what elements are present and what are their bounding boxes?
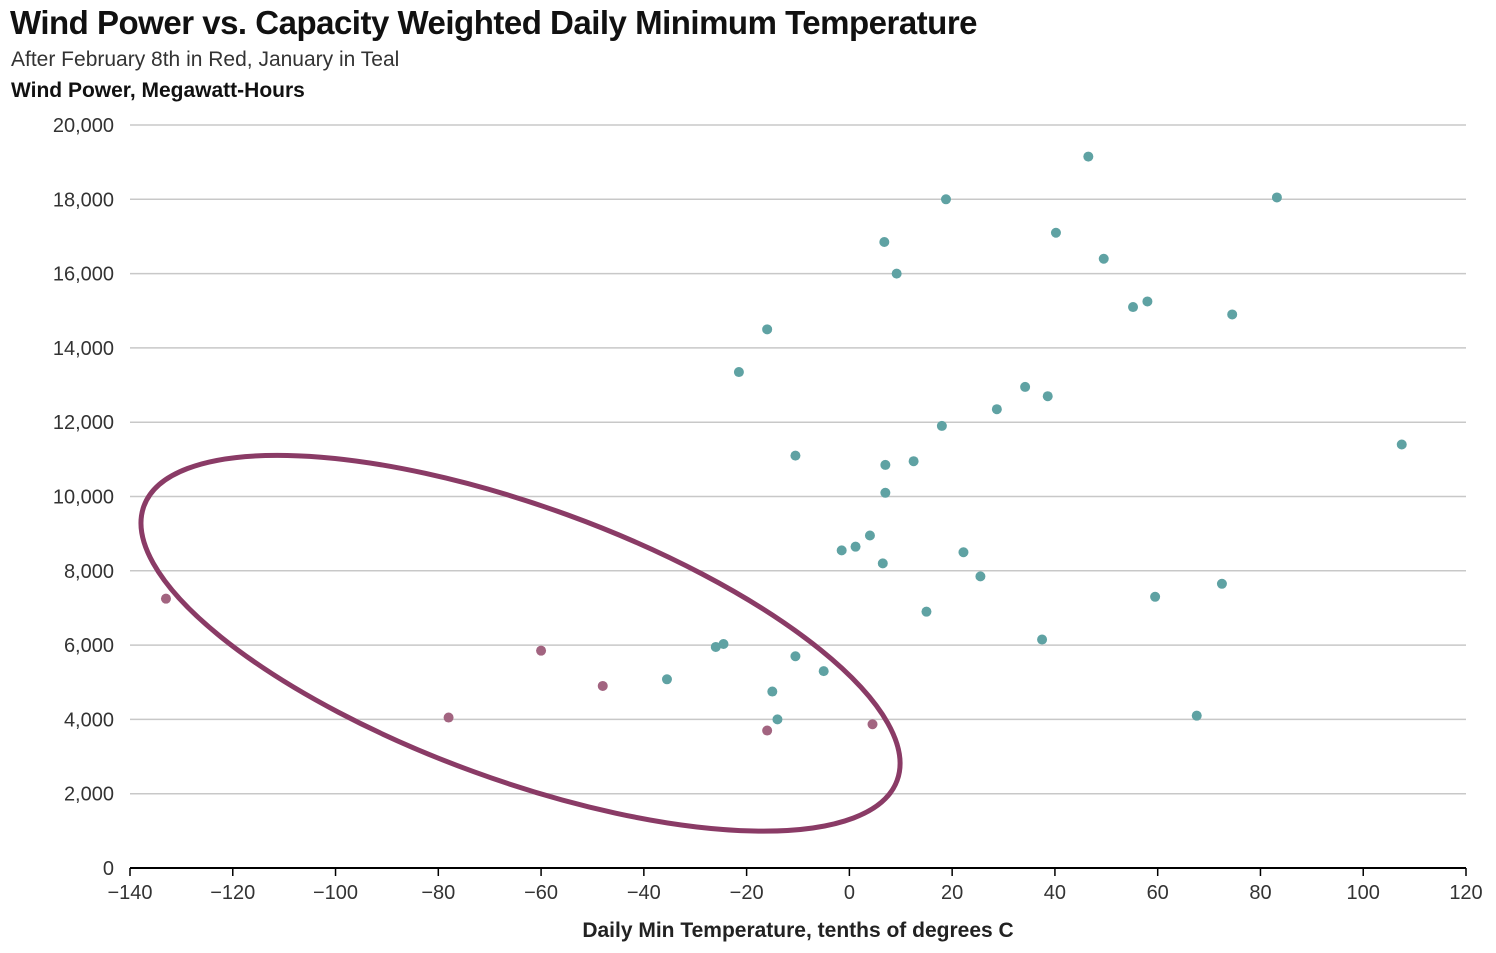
x-tick-label: 0 xyxy=(844,882,855,904)
y-tick-label: 16,000 xyxy=(53,264,114,286)
data-point xyxy=(877,558,888,569)
x-tick-label: −100 xyxy=(313,882,358,904)
y-axis-tick-labels: 0 2,000 4,000 6,000 8,000 10,000 12,000 14,000 1… xyxy=(53,115,114,880)
data-point xyxy=(1142,296,1153,307)
x-tick-label: 60 xyxy=(1147,882,1169,904)
data-point xyxy=(958,547,969,558)
y-tick-label: 14,000 xyxy=(53,338,114,360)
highlight-ellipse xyxy=(138,452,903,834)
data-point xyxy=(975,571,986,582)
chart-subtitle: After February 8th in Red, January in Te… xyxy=(11,48,400,71)
data-point xyxy=(1042,391,1053,402)
data-point xyxy=(1396,439,1407,450)
data-point xyxy=(661,674,672,685)
grid-lines xyxy=(130,124,1466,795)
y-tick-label: 4,000 xyxy=(64,709,114,731)
data-point xyxy=(1098,253,1109,264)
data-point xyxy=(762,324,773,335)
data-points xyxy=(160,151,1407,736)
y-tick-label: 10,000 xyxy=(53,487,114,509)
x-tick-label: 100 xyxy=(1347,882,1380,904)
data-point xyxy=(836,545,847,556)
data-point xyxy=(1037,634,1048,645)
x-tick-label: 20 xyxy=(941,882,963,904)
data-point xyxy=(710,641,721,652)
data-point xyxy=(772,714,783,725)
data-point xyxy=(1191,710,1202,721)
y-tick-label: 12,000 xyxy=(53,412,114,434)
data-point xyxy=(718,638,729,649)
y-tick-label: 2,000 xyxy=(64,784,114,806)
x-tick-label: −40 xyxy=(627,882,661,904)
data-point xyxy=(762,725,773,736)
x-tick-label: −140 xyxy=(107,882,152,904)
x-axis-tick-labels: −140 −120 −100 −80 −60 −40 −20 0 20 40 60 80 100 120 xyxy=(107,882,1482,904)
data-point xyxy=(818,666,829,677)
data-point xyxy=(936,420,947,431)
y-tick-label: 8,000 xyxy=(64,561,114,583)
x-tick-label: 120 xyxy=(1449,882,1482,904)
data-point xyxy=(1050,227,1061,238)
data-point xyxy=(536,645,547,656)
data-point xyxy=(867,719,878,730)
data-point xyxy=(1227,309,1238,320)
data-point xyxy=(864,530,875,541)
y-tick-label: 20,000 xyxy=(53,115,114,137)
x-tick-label: −80 xyxy=(421,882,455,904)
data-point xyxy=(443,712,454,723)
data-point xyxy=(1216,578,1227,589)
y-tick-label: 0 xyxy=(103,858,114,880)
data-point xyxy=(733,367,744,378)
x-tick-label: 80 xyxy=(1249,882,1271,904)
data-point xyxy=(790,450,801,461)
chart-title: Wind Power vs. Capacity Weighted Daily M… xyxy=(10,4,978,41)
data-point xyxy=(908,456,919,467)
data-point xyxy=(1083,151,1094,162)
data-point xyxy=(891,268,902,279)
x-axis xyxy=(129,867,1467,876)
y-tick-label: 6,000 xyxy=(64,635,114,657)
data-point xyxy=(160,593,171,604)
data-point xyxy=(940,194,951,205)
data-point xyxy=(1128,302,1139,313)
data-point xyxy=(991,404,1002,415)
data-point xyxy=(597,680,608,691)
y-tick-label: 18,000 xyxy=(53,189,114,211)
y-axis-label: Wind Power, Megawatt-Hours xyxy=(11,79,305,102)
x-tick-label: −60 xyxy=(524,882,558,904)
data-point xyxy=(850,541,861,552)
data-point xyxy=(921,606,932,617)
x-tick-label: −120 xyxy=(210,882,255,904)
x-tick-label: 40 xyxy=(1044,882,1066,904)
data-point xyxy=(1271,192,1282,203)
data-point xyxy=(767,686,778,697)
x-axis-label: Daily Min Temperature, tenths of degrees… xyxy=(582,919,1014,942)
annotation xyxy=(138,452,903,834)
data-point xyxy=(1020,381,1031,392)
data-point xyxy=(880,487,891,498)
data-point xyxy=(1150,591,1161,602)
data-point xyxy=(880,459,891,470)
data-point xyxy=(790,651,801,662)
x-tick-label: −20 xyxy=(730,882,764,904)
data-point xyxy=(879,237,890,248)
